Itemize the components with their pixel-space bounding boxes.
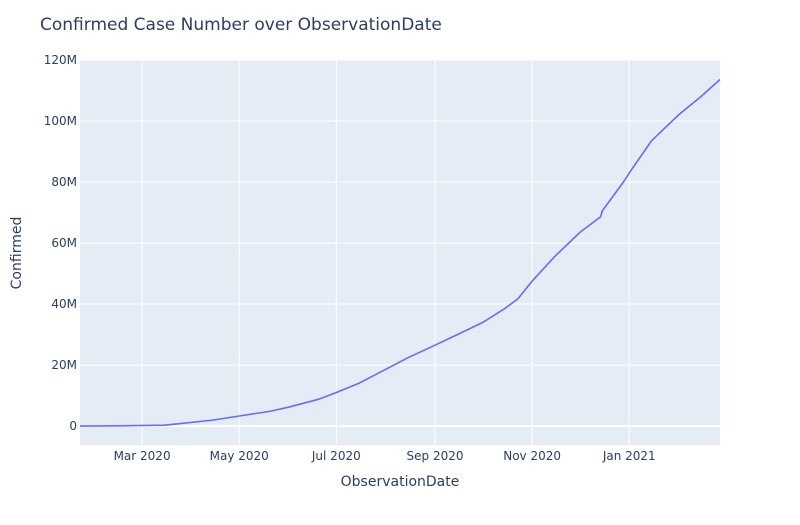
y-tick-label: 80M: [51, 175, 77, 189]
gridlines: [80, 59, 720, 445]
y-tick-label: 100M: [44, 114, 77, 128]
x-axis-ticks: Mar 2020 May 2020 Jul 2020 Sep 2020 Nov 2020…: [114, 449, 656, 463]
x-tick-label: May 2020: [210, 449, 269, 463]
y-tick-label: 120M: [44, 53, 77, 67]
y-axis-title: Confirmed: [9, 217, 25, 290]
x-axis-title: ObservationDate: [341, 474, 460, 490]
y-tick-label: 0: [69, 419, 77, 433]
series-line-confirmed: [79, 78, 721, 427]
y-axis-ticks: 0 20M 40M 60M 80M 100M 120M: [44, 53, 77, 433]
x-tick-label: Sep 2020: [407, 449, 464, 463]
x-tick-label: Mar 2020: [114, 449, 171, 463]
y-tick-label: 40M: [51, 297, 77, 311]
x-tick-label: Jul 2020: [311, 449, 361, 463]
chart-title: Confirmed Case Number over ObservationDa…: [40, 15, 442, 35]
x-tick-label: Jan 2021: [602, 449, 656, 463]
x-tick-label: Nov 2020: [503, 449, 561, 463]
y-tick-label: 20M: [51, 358, 77, 372]
y-tick-label: 60M: [51, 236, 77, 250]
plot-area: [80, 60, 720, 445]
